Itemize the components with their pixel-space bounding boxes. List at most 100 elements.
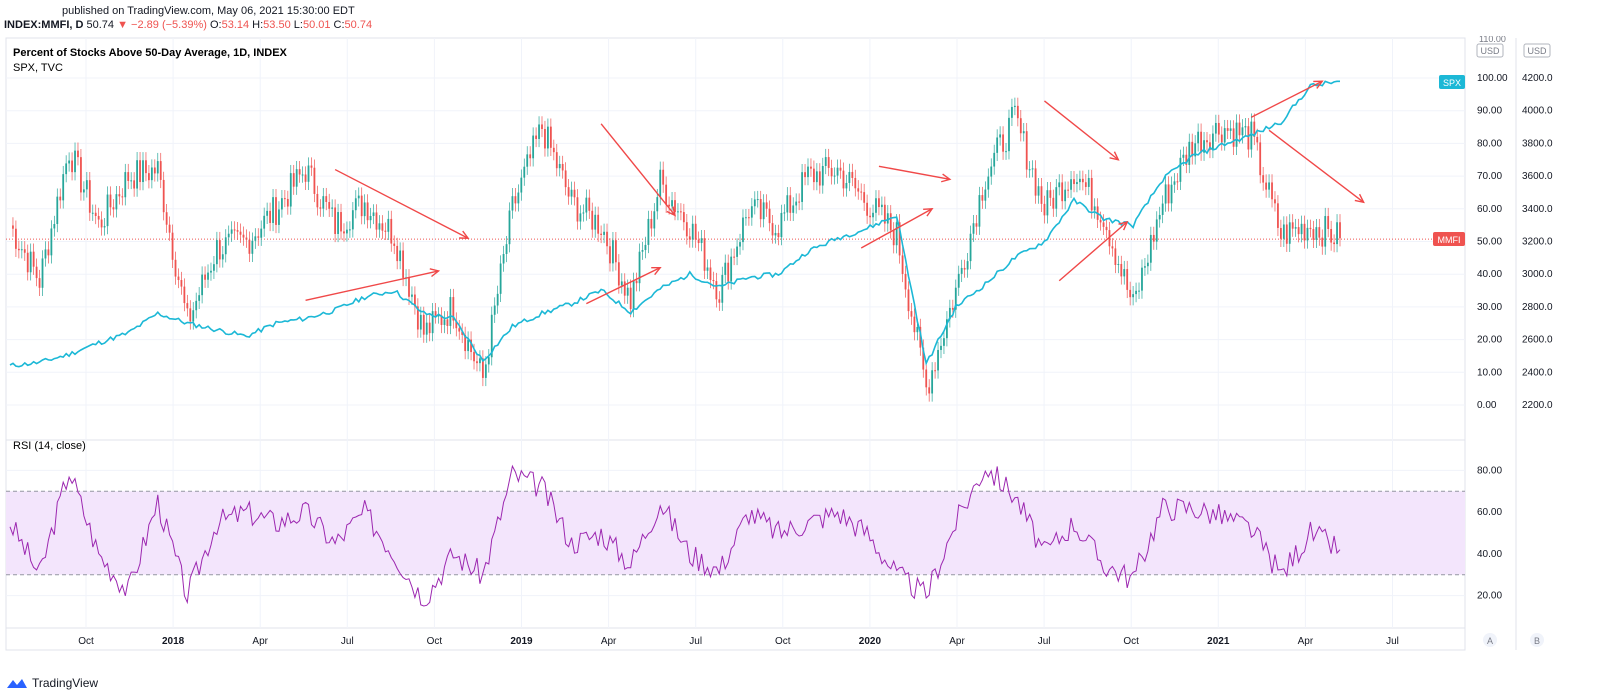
right-unit-box[interactable] bbox=[1523, 43, 1551, 58]
candle-body bbox=[493, 305, 496, 315]
candle-body bbox=[987, 176, 990, 190]
candle-body bbox=[718, 299, 721, 303]
trend-arrow bbox=[1251, 80, 1323, 118]
candle-body bbox=[233, 229, 236, 231]
candle-body bbox=[999, 134, 1002, 138]
trend-arrow-head bbox=[429, 268, 441, 278]
candle-body bbox=[369, 216, 372, 221]
candle-body bbox=[165, 212, 168, 225]
candle-body bbox=[786, 195, 789, 213]
right-price-scale[interactable]: 4200.0 4000.0 3800.0 3600.0 3400.0 3200.0 3000… bbox=[1522, 73, 1553, 411]
candle-body bbox=[464, 334, 467, 352]
candle-body bbox=[272, 197, 274, 223]
candle-body bbox=[174, 259, 177, 277]
left-top-partial: 110.00 bbox=[1479, 36, 1506, 44]
candle-body bbox=[552, 147, 555, 153]
candle-body bbox=[1061, 182, 1064, 202]
candle-body bbox=[103, 226, 106, 228]
candle-body bbox=[706, 267, 709, 271]
candle-body bbox=[1291, 222, 1294, 229]
candle-body bbox=[517, 192, 520, 204]
candle-body bbox=[1093, 206, 1096, 211]
candle-body bbox=[1019, 118, 1022, 134]
left-tick-label: 40.00 bbox=[1477, 269, 1502, 280]
time-tick-label: 2018 bbox=[162, 636, 185, 647]
candle-body bbox=[1141, 267, 1143, 291]
tradingview-footer[interactable]: TradingView bbox=[6, 676, 98, 690]
candle-body bbox=[685, 222, 688, 237]
candle-body bbox=[756, 199, 759, 201]
candle-body bbox=[343, 231, 345, 234]
candle-body bbox=[168, 224, 171, 233]
candle-body bbox=[301, 174, 304, 176]
candle-body bbox=[393, 243, 396, 246]
candle-body bbox=[487, 357, 490, 365]
candle-body bbox=[381, 223, 384, 231]
candle-body bbox=[1114, 248, 1117, 265]
candle-body bbox=[650, 218, 653, 229]
candle-body bbox=[1265, 182, 1268, 190]
candle-body bbox=[644, 244, 647, 251]
chart-area[interactable]: 100.00 90.00 80.00 70.00 60.00 50.00 40.00 30.0… bbox=[0, 36, 1600, 666]
time-axis[interactable] bbox=[5, 627, 1466, 651]
candle-body bbox=[340, 212, 342, 232]
candle-body bbox=[948, 307, 951, 320]
left-price-scale[interactable]: 100.00 90.00 80.00 70.00 60.00 50.00 40.00 30.0… bbox=[1477, 73, 1508, 411]
candle-body bbox=[538, 124, 540, 139]
candle-body bbox=[541, 124, 543, 130]
candle-body bbox=[789, 195, 792, 213]
candle-body bbox=[1049, 190, 1052, 198]
candle-body bbox=[700, 238, 703, 244]
candle-body bbox=[709, 267, 712, 280]
candle-body bbox=[1028, 169, 1031, 171]
candle-body bbox=[71, 160, 73, 173]
candle-body bbox=[425, 322, 428, 335]
left-unit-box[interactable] bbox=[1476, 43, 1504, 58]
candle-body bbox=[348, 229, 351, 231]
overlay-legend: SPX, TVC bbox=[13, 62, 63, 74]
scale-b-button[interactable] bbox=[1530, 633, 1544, 647]
candle-body bbox=[824, 157, 827, 166]
candle-body bbox=[1327, 216, 1330, 229]
candle-body bbox=[411, 294, 413, 297]
candle-body bbox=[1223, 128, 1226, 143]
candle-body bbox=[1203, 140, 1205, 153]
candle-body bbox=[821, 165, 824, 186]
candle-body bbox=[180, 280, 183, 287]
candle-body bbox=[1120, 263, 1123, 277]
candle-body bbox=[449, 297, 452, 326]
time-scale-labels[interactable]: Oct 2018 Apr Jul Oct 2019 Apr Jul Oct 2020 Apr Jul O… bbox=[78, 636, 1399, 647]
candle-body bbox=[455, 320, 458, 329]
candle-body bbox=[727, 262, 730, 282]
trend-arrow bbox=[334, 168, 469, 239]
candle-body bbox=[736, 246, 738, 257]
candle-body bbox=[629, 287, 632, 310]
candle-body bbox=[990, 166, 993, 177]
candle-body bbox=[1111, 246, 1114, 249]
candle-body bbox=[221, 254, 224, 260]
left-tick-label: 60.00 bbox=[1477, 204, 1502, 215]
right-tick-label: 3200.0 bbox=[1522, 237, 1553, 248]
candle-body bbox=[1155, 219, 1158, 242]
candle-body bbox=[80, 157, 82, 193]
scale-a-button[interactable] bbox=[1483, 633, 1497, 647]
mmfi-price-tag bbox=[1433, 232, 1465, 246]
price-change: ▼ −2.89 (−5.39%) bbox=[117, 19, 207, 31]
candle-body bbox=[872, 212, 874, 218]
candle-body bbox=[922, 347, 925, 370]
candle-body bbox=[74, 150, 76, 173]
candle-body bbox=[1046, 190, 1049, 216]
candle-body bbox=[674, 200, 676, 213]
candle-body bbox=[328, 202, 331, 209]
candle-body bbox=[1052, 197, 1055, 209]
candle-body bbox=[573, 189, 576, 198]
candle-body bbox=[839, 167, 842, 171]
candle-body bbox=[260, 228, 263, 238]
spx-price-tag bbox=[1439, 75, 1465, 89]
time-tick-label: Jul bbox=[341, 636, 354, 647]
candle-body bbox=[857, 188, 860, 192]
rsi-scale[interactable]: 80.00 60.00 40.00 20.00 bbox=[1477, 465, 1502, 601]
candle-body bbox=[641, 250, 644, 252]
candle-body bbox=[742, 217, 744, 243]
candle-body bbox=[1324, 216, 1327, 247]
